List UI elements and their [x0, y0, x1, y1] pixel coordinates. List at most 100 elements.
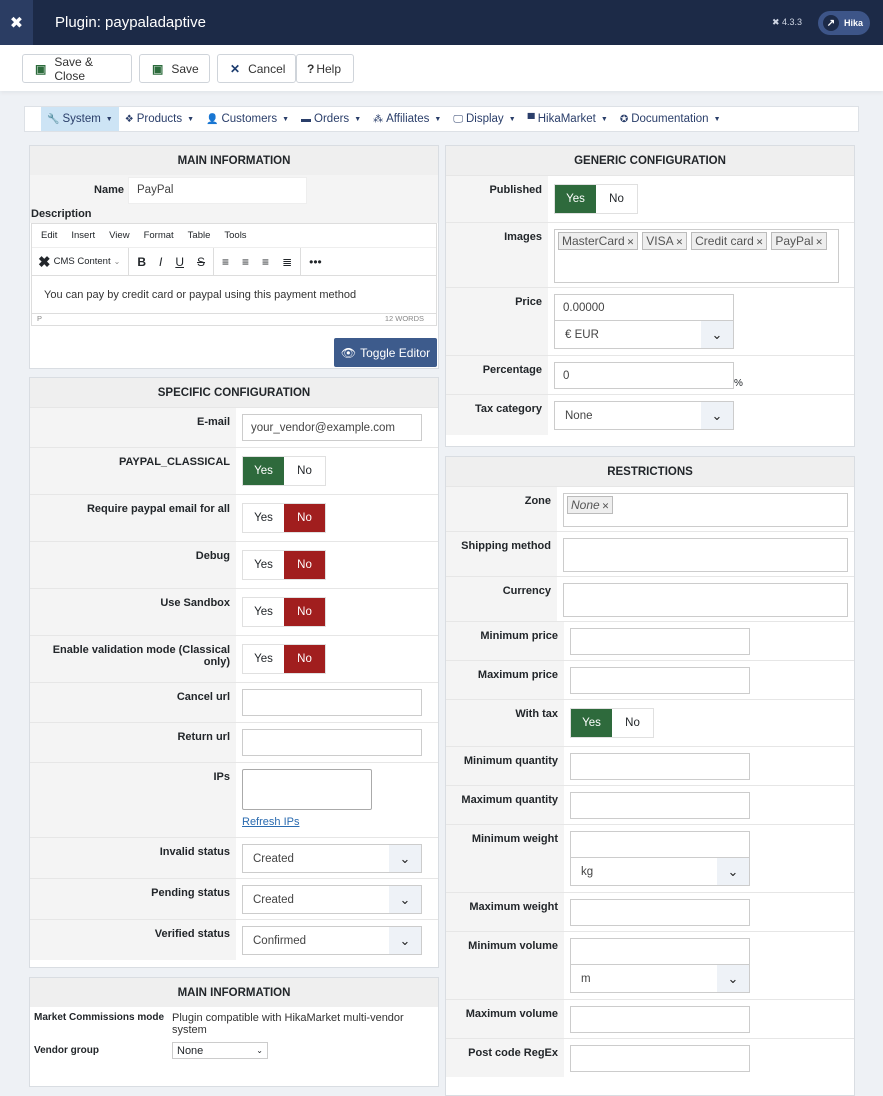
e-mail-input[interactable]: your_vendor@example.com [242, 414, 422, 441]
published-yes-option[interactable]: Yes [555, 185, 596, 213]
enable-validation-mode-classical-only-label: Enable validation mode (Classical only) [30, 636, 236, 682]
menu-item-system[interactable]: 🔧 System ▼ [41, 107, 119, 131]
maximum-quantity-label: Maximum quantity [446, 786, 564, 824]
caret-down-icon: ▼ [187, 115, 195, 123]
save-close-button[interactable]: ▣ Save & Close [22, 54, 132, 83]
enable-validation-mode-classical-only-yes-option[interactable]: Yes [254, 653, 273, 665]
remove-tag-icon[interactable]: ✕ [815, 237, 823, 247]
align-left-icon[interactable]: ≡ [222, 254, 230, 269]
debug-no-option[interactable]: No [284, 551, 325, 579]
invalid-status-select[interactable]: Created ⌄ [242, 844, 422, 873]
pending-status-select[interactable]: Created ⌄ [242, 885, 422, 914]
cancel-url-input[interactable] [242, 689, 422, 716]
require-paypal-email-for-all-no-option[interactable]: No [284, 504, 325, 532]
vendor-group-select[interactable]: None ⌄ [172, 1042, 268, 1059]
post-code-regex-input[interactable] [570, 1045, 750, 1072]
menu-item-customers[interactable]: 👤 Customers ▼ [200, 107, 295, 131]
use-sandbox-yes-option[interactable]: Yes [254, 606, 273, 618]
verified-status-select[interactable]: Confirmed ⌄ [242, 926, 422, 955]
with-tax-no-option[interactable]: No [625, 717, 640, 729]
user-icon: 👤 [206, 113, 219, 125]
refresh-ips-link[interactable]: Refresh IPs [242, 816, 300, 828]
debug-yes-option[interactable]: Yes [254, 559, 273, 571]
minimum-weight-unit-select[interactable]: kg ⌄ [570, 857, 750, 886]
minimum-quantity-input[interactable] [570, 753, 750, 780]
menu-item-hikamarket[interactable]: ▀ HikaMarket ▼ [522, 107, 614, 131]
paypal-classical-no-option[interactable]: No [297, 465, 312, 477]
row-with-tax: With tax Yes No [446, 699, 854, 746]
published-toggle[interactable]: Yes No [554, 184, 638, 214]
editor-content[interactable]: You can pay by credit card or paypal usi… [44, 289, 357, 301]
remove-tag-icon[interactable]: ✕ [675, 237, 684, 247]
enable-validation-mode-classical-only-no-option[interactable]: No [284, 645, 325, 673]
justify-icon[interactable]: ≣ [282, 254, 293, 269]
tag-label: MasterCard [562, 234, 625, 248]
debug-toggle[interactable]: Yes No [242, 550, 326, 580]
maximum-price-input[interactable] [570, 667, 750, 694]
more-icon[interactable]: ••• [309, 254, 322, 269]
vendor-group-value: None [177, 1044, 204, 1057]
tax-category-select[interactable]: None ⌄ [554, 401, 734, 430]
editor-menu-format[interactable]: Format [143, 230, 174, 241]
require-paypal-email-for-all-yes-option[interactable]: Yes [254, 512, 273, 524]
joomla-logo-icon[interactable]: ✖ [0, 0, 33, 45]
row-minimum-quantity: Minimum quantity [446, 746, 854, 785]
minimum-volume-input[interactable] [570, 938, 750, 965]
strikethrough-icon[interactable]: S [197, 254, 206, 269]
enable-validation-mode-classical-only-toggle[interactable]: Yes No [242, 644, 326, 674]
menu-item-documentation[interactable]: ✪ Documentation ▼ [614, 107, 727, 131]
row-currency: Currency [446, 576, 854, 621]
require-paypal-email-for-all-label: Require paypal email for all [30, 495, 236, 541]
with-tax-toggle[interactable]: Yes No [570, 708, 654, 738]
align-right-icon[interactable]: ≡ [262, 254, 270, 269]
remove-tag-icon[interactable]: ✕ [601, 501, 610, 511]
editor-menu-view[interactable]: View [109, 230, 130, 241]
tax-category-value: None [565, 409, 593, 422]
maximum-weight-input[interactable] [570, 899, 750, 926]
maximum-volume-input[interactable] [570, 1006, 750, 1033]
editor-menu-insert[interactable]: Insert [71, 230, 96, 241]
use-sandbox-toggle[interactable]: Yes No [242, 597, 326, 627]
zone-tag-input[interactable]: None ✕ [563, 493, 848, 527]
editor-menu-edit[interactable]: Edit [41, 230, 58, 241]
underline-icon[interactable]: U [175, 254, 184, 269]
save-button[interactable]: ▣ Save [139, 54, 210, 83]
help-button[interactable]: ? Help [296, 54, 354, 83]
paypal-classical-toggle[interactable]: Yes No [242, 456, 326, 486]
percentage-input[interactable]: 0 [554, 362, 734, 389]
cancel-button[interactable]: ✕ Cancel [217, 54, 296, 83]
italic-icon[interactable]: I [158, 254, 163, 269]
minimum-weight-input[interactable] [570, 831, 750, 858]
menu-item-orders[interactable]: ▬ Orders ▼ [295, 107, 367, 131]
with-tax-yes-option[interactable]: Yes [571, 709, 612, 737]
menu-item-display[interactable]: 🖵 Display ▼ [447, 107, 521, 131]
shipping-method-input[interactable] [563, 538, 848, 572]
menu-item-products[interactable]: ❖ Products ▼ [119, 107, 200, 131]
editor-menu-tools[interactable]: Tools [224, 230, 247, 241]
minimum-volume-field: m ⌄ [564, 932, 854, 999]
maximum-quantity-input[interactable] [570, 792, 750, 819]
published-no-option[interactable]: No [609, 193, 624, 205]
price-unit-select[interactable]: € EUR ⌄ [554, 320, 734, 349]
align-center-icon[interactable]: ≡ [242, 254, 250, 269]
price-input[interactable]: 0.00000 [554, 294, 734, 321]
require-paypal-email-for-all-toggle[interactable]: Yes No [242, 503, 326, 533]
price-label: Price [446, 288, 548, 355]
minimum-volume-unit-select[interactable]: m ⌄ [570, 964, 750, 993]
minimum-price-input[interactable] [570, 628, 750, 655]
use-sandbox-no-option[interactable]: No [284, 598, 325, 626]
return-url-input[interactable] [242, 729, 422, 756]
remove-tag-icon[interactable]: ✕ [755, 237, 764, 247]
name-input[interactable]: PayPal [128, 176, 307, 204]
cms-content-dropdown[interactable]: CMS Content [53, 256, 111, 267]
paypal-classical-yes-option[interactable]: Yes [243, 457, 284, 485]
currency-input[interactable] [563, 583, 848, 617]
menu-item-affiliates[interactable]: ⁂ Affiliates ▼ [367, 107, 447, 131]
remove-tag-icon[interactable]: ✕ [626, 237, 635, 247]
toggle-editor-button[interactable]: 👁 Toggle Editor [334, 338, 437, 367]
editor-menu-table[interactable]: Table [187, 230, 211, 241]
ips-textarea[interactable] [242, 769, 372, 810]
bold-icon[interactable]: B [137, 254, 146, 269]
images-tag-input[interactable]: MasterCard ✕ VISA ✕ Credit card ✕ PayPal ✕ [554, 229, 839, 283]
user-menu-button[interactable]: ↗ Hika [818, 11, 870, 35]
